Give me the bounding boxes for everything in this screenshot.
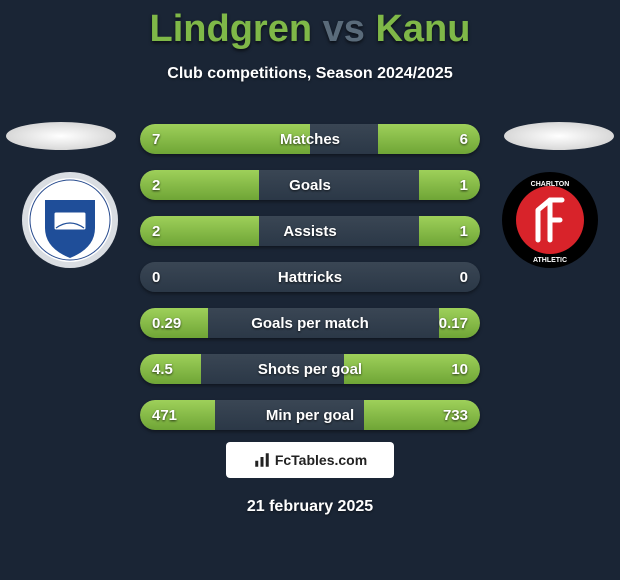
player1-photo-placeholder (6, 122, 116, 150)
stats-bars-container: 7Matches6 2Goals1 2Assists1 0Hattricks0 0.29… (140, 124, 480, 446)
peterborough-crest-icon (20, 170, 120, 270)
stat-value-right: 733 (443, 407, 468, 424)
stat-row: 2Assists1 (140, 216, 480, 246)
stat-row: 4.5Shots per goal10 (140, 354, 480, 384)
stat-row: 471Min per goal733 (140, 400, 480, 430)
player1-name: Lindgren (150, 8, 313, 50)
stat-value-right: 0.17 (439, 315, 468, 332)
stat-value-right: 1 (460, 177, 468, 194)
stat-value-right: 10 (451, 361, 468, 378)
stat-label: Hattricks (140, 269, 480, 286)
stat-value-right: 0 (460, 269, 468, 286)
charlton-crest-icon: CHARLTON ATHLETIC (500, 170, 600, 270)
subtitle: Club competitions, Season 2024/2025 (0, 65, 620, 83)
club-crest-left (20, 170, 120, 270)
stat-row: 2Goals1 (140, 170, 480, 200)
svg-text:ATHLETIC: ATHLETIC (533, 257, 567, 264)
vs-text: vs (323, 8, 365, 50)
comparison-title: Lindgren vs Kanu (0, 0, 620, 51)
watermark-text: FcTables.com (275, 452, 367, 468)
stat-label: Matches (140, 131, 480, 148)
watermark[interactable]: FcTables.com (226, 442, 394, 478)
stat-label: Goals per match (140, 315, 480, 332)
stat-value-right: 6 (460, 131, 468, 148)
stat-row: 7Matches6 (140, 124, 480, 154)
stat-label: Goals (140, 177, 480, 194)
player2-photo-placeholder (504, 122, 614, 150)
player2-name: Kanu (375, 8, 470, 50)
club-crest-right: CHARLTON ATHLETIC (500, 170, 600, 270)
chart-bar-icon (253, 451, 271, 469)
stat-label: Assists (140, 223, 480, 240)
stat-label: Shots per goal (140, 361, 480, 378)
stat-value-right: 1 (460, 223, 468, 240)
stat-row: 0.29Goals per match0.17 (140, 308, 480, 338)
stat-row: 0Hattricks0 (140, 262, 480, 292)
svg-text:CHARLTON: CHARLTON (531, 181, 570, 188)
generation-date: 21 february 2025 (0, 498, 620, 516)
stat-label: Min per goal (140, 407, 480, 424)
